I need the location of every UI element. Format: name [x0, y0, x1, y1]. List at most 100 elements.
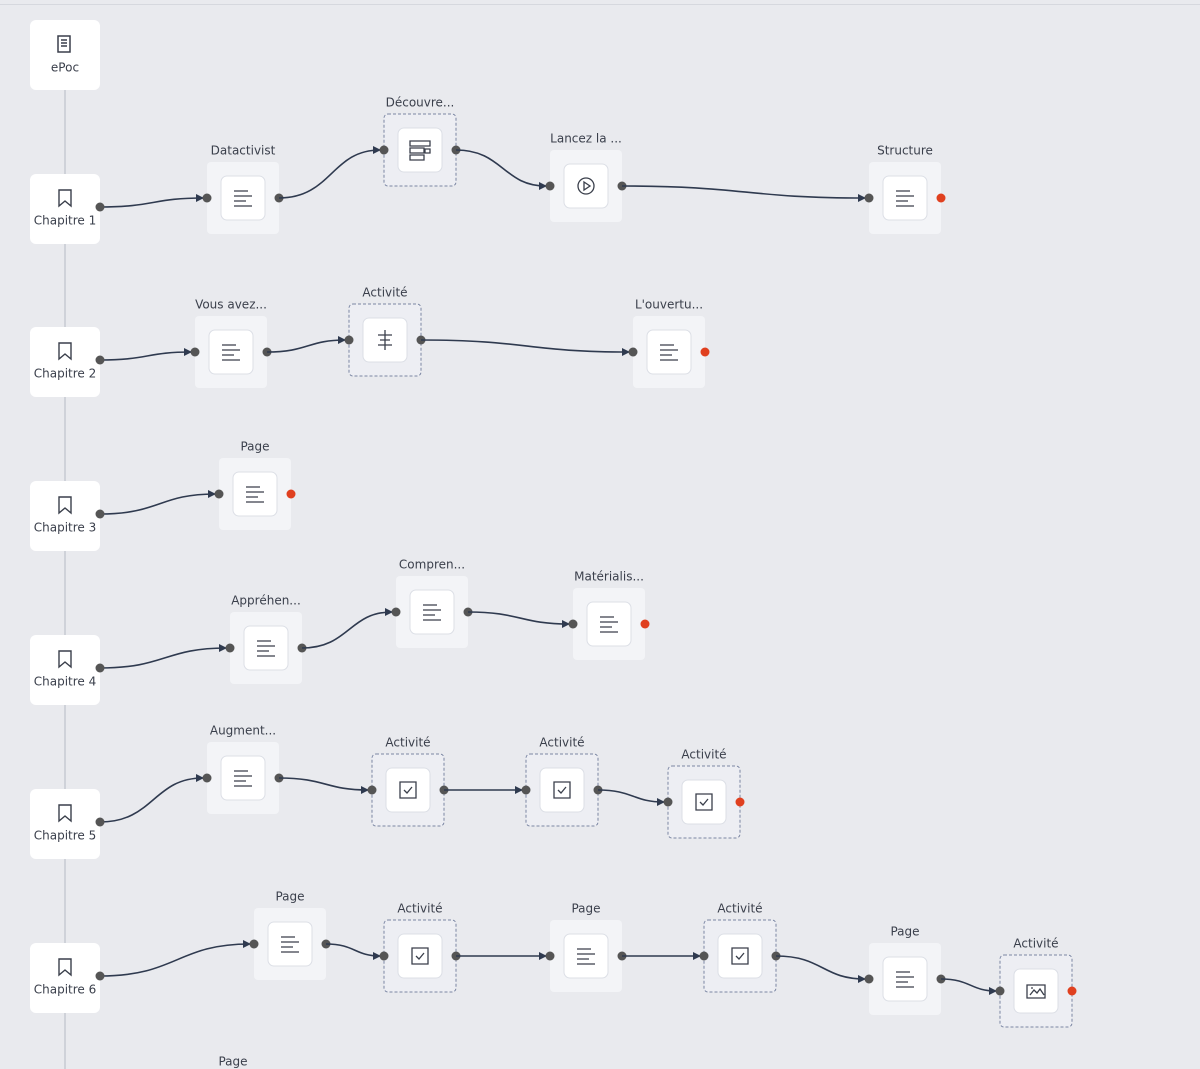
bookmark-icon — [58, 804, 72, 823]
content-node[interactable]: Lancez la ... — [550, 132, 622, 223]
root-label: ePoc — [51, 61, 79, 75]
content-node[interactable]: Compren... — [396, 558, 468, 649]
edge — [775, 955, 866, 983]
content-node[interactable]: Activité — [999, 937, 1073, 1028]
node-label: Matérialis... — [574, 570, 644, 584]
content-node[interactable]: Activité — [703, 902, 777, 993]
book-icon — [57, 35, 71, 53]
bookmark-icon — [58, 650, 72, 669]
handle — [214, 489, 224, 499]
handle — [663, 797, 673, 807]
bookmark-icon — [58, 496, 72, 515]
content-node[interactable]: Page — [219, 440, 291, 531]
handle — [864, 193, 874, 203]
chapter-node[interactable]: Chapitre 4 — [30, 635, 100, 705]
node-icon — [660, 344, 678, 361]
node-label: Lancez la ... — [550, 132, 622, 146]
node-label: Page — [571, 902, 600, 916]
content-node[interactable]: Page — [254, 890, 326, 981]
node-icon — [281, 936, 299, 953]
chapter-box — [30, 174, 100, 244]
content-node[interactable]: Page — [869, 925, 941, 1016]
end-handle — [286, 489, 296, 499]
handle — [95, 971, 105, 981]
node-icon — [731, 947, 749, 965]
content-node[interactable]: Datactivist — [207, 144, 279, 235]
node-icon — [378, 330, 392, 350]
edge — [266, 336, 346, 353]
node-inner — [220, 755, 266, 801]
handle — [545, 951, 555, 961]
content-node[interactable]: Activité — [667, 748, 741, 839]
node-icon — [896, 190, 914, 207]
node-inner — [232, 471, 278, 517]
content-node[interactable]: Activité — [371, 736, 445, 827]
chapter-node[interactable]: Chapitre 6 — [30, 943, 100, 1013]
node-label: Appréhen... — [231, 594, 301, 608]
chapter-node[interactable]: Chapitre 1 — [30, 174, 100, 244]
content-node[interactable]: Découvre... — [383, 96, 457, 187]
node-inner — [1013, 968, 1059, 1014]
content-node[interactable]: Activité — [348, 286, 422, 377]
icon — [577, 177, 595, 195]
edge — [455, 149, 547, 190]
node-icon — [695, 793, 713, 811]
edge — [278, 146, 381, 199]
node-inner — [563, 163, 609, 209]
chapter-node[interactable]: Chapitre 5 — [30, 789, 100, 859]
handle — [249, 939, 259, 949]
root-box — [30, 20, 100, 90]
chapter-node[interactable]: Chapitre 2 — [30, 327, 100, 397]
edge — [99, 644, 227, 669]
chapter-box — [30, 635, 100, 705]
handle — [367, 785, 377, 795]
handle — [202, 773, 212, 783]
content-node[interactable]: Activité — [525, 736, 599, 827]
chapter-box — [30, 943, 100, 1013]
chapter-box — [30, 481, 100, 551]
handle — [568, 619, 578, 629]
handle — [995, 986, 1005, 996]
node-inner — [646, 329, 692, 375]
node-icon — [411, 947, 429, 965]
edge — [99, 194, 204, 208]
handle — [225, 643, 235, 653]
node-icon — [423, 604, 441, 621]
chapter-node[interactable]: Chapitre 3 — [30, 481, 100, 551]
handle — [391, 607, 401, 617]
edge — [99, 490, 216, 515]
content-node[interactable]: Appréhen... — [230, 594, 302, 685]
node-inner — [539, 767, 585, 813]
bottom-node-label: Page — [218, 1055, 247, 1069]
handle — [628, 347, 638, 357]
chapter-label: Chapitre 2 — [34, 367, 97, 381]
content-node[interactable]: L'ouvertu... — [633, 298, 705, 389]
node-icon — [234, 190, 252, 207]
node-inner — [243, 625, 289, 671]
content-node[interactable]: Activité — [383, 902, 457, 993]
bookmark-icon — [58, 189, 72, 208]
node-label: Page — [890, 925, 919, 939]
end-handle — [735, 797, 745, 807]
node-label: L'ouvertu... — [635, 298, 703, 312]
content-node[interactable]: Augment... — [207, 724, 279, 815]
node-inner — [409, 589, 455, 635]
chapter-label: Chapitre 4 — [34, 675, 97, 689]
handle — [95, 663, 105, 673]
node-label: Activité — [539, 736, 584, 750]
content-node[interactable]: Matérialis... — [573, 570, 645, 661]
content-node[interactable]: Structure — [869, 144, 941, 235]
handle — [95, 817, 105, 827]
handle — [344, 335, 354, 345]
edge — [325, 943, 381, 960]
node-icon — [234, 770, 252, 787]
node-label: Vous avez... — [195, 298, 267, 312]
node-icon — [257, 640, 275, 657]
end-handle — [936, 193, 946, 203]
edge — [99, 348, 192, 361]
content-node[interactable]: Page — [550, 902, 622, 993]
content-node[interactable]: Vous avez... — [195, 298, 267, 389]
root-node[interactable]: ePoc — [30, 20, 100, 90]
